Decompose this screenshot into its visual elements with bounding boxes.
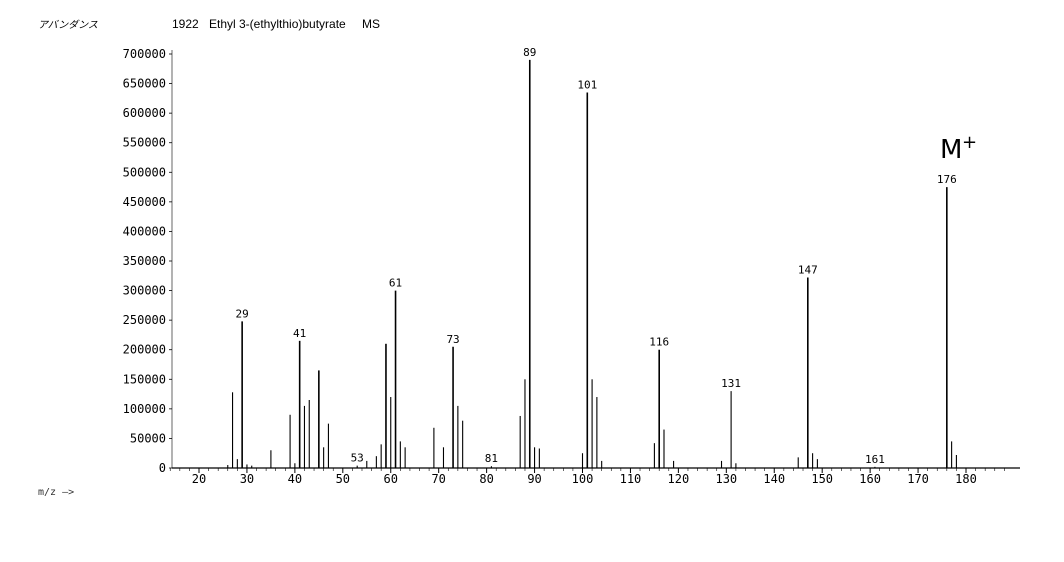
y-tick-label: 250000 — [123, 313, 166, 327]
y-axis-ticks: 0 50000 100000 150000 200000 250000 300000 3500… — [123, 47, 172, 475]
x-tick-label: 100 — [572, 472, 594, 486]
source-label: アバンダンス — [38, 19, 98, 31]
x-tick-label: 90 — [527, 472, 541, 486]
y-tick-label: 500000 — [123, 165, 166, 179]
y-tick-label: 600000 — [123, 106, 166, 120]
y-tick-label: 100000 — [123, 402, 166, 416]
x-tick-label: 40 — [288, 472, 302, 486]
compound-name: Ethyl 3-(ethylthio)butyrate — [209, 17, 346, 31]
x-tick-label: 20 — [192, 472, 206, 486]
x-tick-label: 70 — [431, 472, 445, 486]
x-unit-label: m/z —> — [38, 487, 74, 498]
peak-label-116: 116 — [649, 336, 669, 349]
peak-label-81: 81 — [485, 452, 498, 465]
peak-label-29: 29 — [236, 307, 249, 320]
peak-label-147: 147 — [798, 264, 818, 277]
peak-label-131: 131 — [721, 377, 741, 390]
spectrum-peaks — [227, 59, 957, 468]
x-tick-label: 130 — [715, 472, 737, 486]
x-tick-label: 60 — [384, 472, 398, 486]
peak-label-53: 53 — [351, 452, 364, 465]
y-tick-label: 200000 — [123, 343, 166, 357]
y-tick-label: 150000 — [123, 372, 166, 386]
molecular-ion-sup: + — [962, 132, 977, 153]
y-tick-label: 650000 — [123, 77, 166, 91]
peak-label-61: 61 — [389, 277, 402, 290]
peak-label-89: 89 — [523, 46, 536, 59]
x-tick-label: 160 — [859, 472, 881, 486]
peak-label-73: 73 — [446, 333, 459, 346]
x-tick-label: 110 — [620, 472, 642, 486]
y-tick-label: 450000 — [123, 195, 166, 209]
y-tick-label: 50000 — [130, 431, 166, 445]
compound-number: 1922 — [172, 17, 199, 31]
x-tick-label: 80 — [479, 472, 493, 486]
x-tick-label: 180 — [955, 472, 977, 486]
peak-labels: 29 41 53 61 73 81 89 101 116 131 147 161 176 — [236, 46, 957, 466]
x-tick-label: 120 — [668, 472, 690, 486]
peak-label-101: 101 — [577, 78, 597, 91]
x-tick-label: 30 — [240, 472, 254, 486]
x-tick-label: 170 — [907, 472, 929, 486]
x-tick-label: 150 — [811, 472, 833, 486]
y-tick-label: 550000 — [123, 136, 166, 150]
peak-label-161: 161 — [865, 453, 885, 466]
x-axis-ticks: 20 30 40 50 60 70 80 90 100 110 120 130 140 150 160 170… — [160, 468, 1005, 486]
y-tick-label: 700000 — [123, 47, 166, 61]
y-tick-label: 400000 — [123, 224, 166, 238]
y-tick-label: 0 — [159, 461, 166, 475]
y-tick-label: 300000 — [123, 284, 166, 298]
molecular-ion-label: M — [940, 135, 962, 165]
y-tick-label: 350000 — [123, 254, 166, 268]
x-tick-label: 50 — [336, 472, 350, 486]
x-tick-label: 140 — [763, 472, 785, 486]
spectrum-type: MS — [362, 17, 380, 31]
peak-label-41: 41 — [293, 327, 306, 340]
peak-label-176: 176 — [937, 173, 957, 186]
